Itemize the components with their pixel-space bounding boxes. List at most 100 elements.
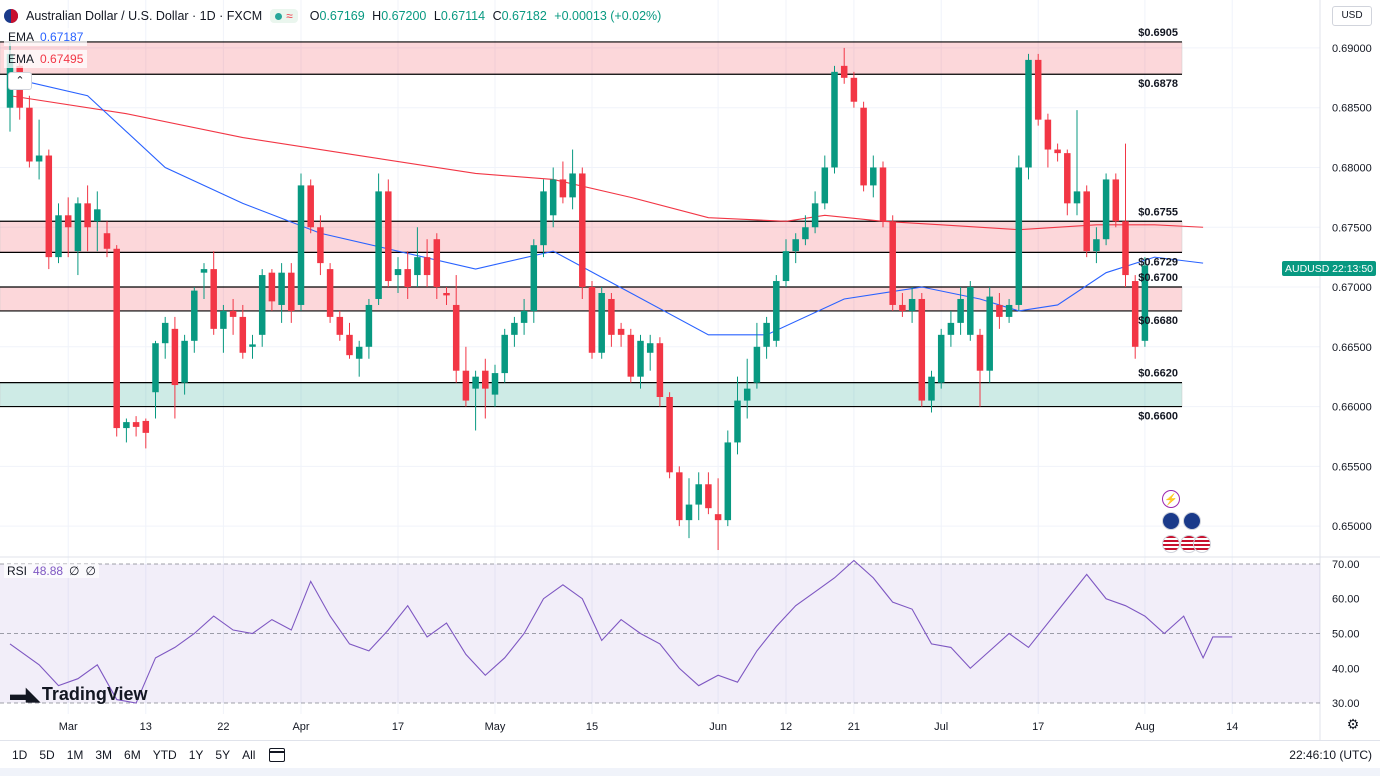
candle[interactable] — [782, 239, 790, 288]
ema-fast-legend[interactable]: EMA 0.67187 — [4, 28, 88, 46]
candle[interactable] — [986, 287, 993, 383]
candle[interactable] — [1083, 185, 1090, 258]
candle[interactable] — [850, 71, 858, 108]
candle[interactable] — [414, 227, 421, 288]
candle[interactable] — [889, 215, 896, 311]
timeframe-5d[interactable]: 5D — [39, 748, 55, 762]
candle[interactable] — [142, 418, 150, 449]
candle[interactable] — [685, 478, 693, 539]
candle[interactable] — [996, 293, 1003, 329]
candle[interactable] — [84, 185, 91, 252]
candle[interactable] — [55, 203, 62, 264]
candle[interactable] — [210, 251, 217, 335]
candle[interactable] — [462, 346, 470, 407]
candle[interactable] — [258, 269, 266, 347]
candle[interactable] — [336, 310, 344, 341]
candle[interactable] — [1044, 113, 1052, 168]
candle[interactable] — [967, 281, 974, 341]
candle[interactable] — [1093, 227, 1100, 264]
candle[interactable] — [908, 287, 916, 323]
candle[interactable] — [666, 392, 673, 479]
candle[interactable] — [1025, 53, 1032, 180]
chart-canvas[interactable]: $0.6905 $0.6878 $0.6755 $0.6729 $0.6700 $0.66… — [0, 0, 1380, 740]
candle[interactable] — [268, 269, 276, 311]
candle[interactable] — [394, 257, 402, 293]
candle[interactable] — [307, 179, 314, 234]
candle[interactable] — [35, 119, 43, 180]
candle[interactable] — [220, 304, 227, 353]
candle[interactable] — [540, 179, 547, 258]
candle[interactable] — [705, 472, 712, 515]
candle[interactable] — [443, 287, 450, 305]
candle[interactable] — [1112, 173, 1120, 228]
candle[interactable] — [627, 328, 635, 383]
candle[interactable] — [404, 251, 411, 299]
australia-flag-icon[interactable] — [1183, 512, 1201, 530]
candle[interactable] — [365, 298, 373, 359]
candle[interactable] — [1005, 298, 1013, 323]
candle[interactable] — [588, 281, 596, 359]
ema-slow-legend[interactable]: EMA 0.67495 — [4, 50, 88, 68]
candle[interactable] — [472, 370, 479, 431]
candle[interactable] — [26, 95, 33, 168]
collapse-indicators-button[interactable]: ⌃ — [8, 72, 32, 90]
candle[interactable] — [1122, 143, 1129, 288]
candle[interactable] — [278, 263, 285, 323]
timeframe-1m[interactable]: 1M — [66, 748, 84, 762]
candle[interactable] — [491, 364, 499, 407]
timeframe-1y[interactable]: 1Y — [188, 748, 204, 762]
candle[interactable] — [1102, 173, 1110, 246]
candle[interactable] — [297, 173, 305, 311]
candle[interactable] — [326, 263, 334, 323]
candle[interactable] — [753, 322, 761, 389]
candle[interactable] — [423, 239, 431, 288]
candle[interactable] — [1131, 275, 1139, 359]
timeframe-3m[interactable]: 3M — [95, 748, 113, 762]
candle[interactable] — [957, 287, 964, 335]
price-axis[interactable]: 0.69000 0.68500 0.68000 0.67500 0.67000 0.665… — [1332, 43, 1372, 533]
candle[interactable] — [559, 161, 567, 204]
candle[interactable] — [937, 328, 945, 389]
candle[interactable] — [695, 472, 702, 521]
candle[interactable] — [899, 293, 906, 317]
candle[interactable] — [879, 161, 887, 228]
candle[interactable] — [375, 173, 382, 305]
time-axis[interactable]: Mar 13 22 Apr 17 May 15 Jun 12 21 Jul 17 Aug 14 — [59, 721, 1239, 733]
candle[interactable] — [918, 293, 926, 407]
candle[interactable] — [947, 310, 955, 347]
candle[interactable] — [123, 418, 130, 443]
candle[interactable] — [840, 47, 848, 84]
candle[interactable] — [94, 191, 101, 252]
candle[interactable] — [346, 322, 353, 359]
timeframe-all[interactable]: All — [242, 748, 256, 762]
candle[interactable] — [656, 337, 664, 407]
candle[interactable] — [637, 334, 644, 389]
candle[interactable] — [355, 340, 363, 377]
candle[interactable] — [734, 376, 741, 455]
candle[interactable] — [821, 155, 829, 210]
candle[interactable] — [113, 245, 120, 437]
candle[interactable] — [811, 191, 819, 234]
timeframe-1d[interactable]: 1D — [12, 748, 28, 762]
candle[interactable] — [743, 358, 751, 419]
candle[interactable] — [249, 334, 256, 359]
rsi-legend[interactable]: RSI 48.88 ∅ ∅ — [4, 564, 99, 578]
candle[interactable] — [617, 322, 625, 347]
candle[interactable] — [103, 221, 111, 258]
symbol-title[interactable]: Australian Dollar / U.S. Dollar · 1D · F… — [26, 9, 263, 23]
candle[interactable] — [763, 316, 770, 359]
candle[interactable] — [171, 316, 179, 419]
candle[interactable] — [792, 233, 799, 264]
candle[interactable] — [598, 287, 605, 359]
candle[interactable] — [161, 316, 169, 359]
candle[interactable] — [569, 149, 576, 210]
candle[interactable] — [132, 416, 140, 437]
candle[interactable] — [385, 179, 392, 288]
timeframe-5y[interactable]: 5Y — [215, 748, 231, 762]
us-flag-icon[interactable] — [1193, 535, 1211, 553]
us-flag-icon[interactable] — [1162, 535, 1180, 553]
candle[interactable] — [64, 197, 72, 258]
utc-clock[interactable]: 22:46:10 (UTC) — [1289, 748, 1372, 762]
candle[interactable] — [1073, 110, 1081, 216]
candle[interactable] — [452, 275, 460, 383]
